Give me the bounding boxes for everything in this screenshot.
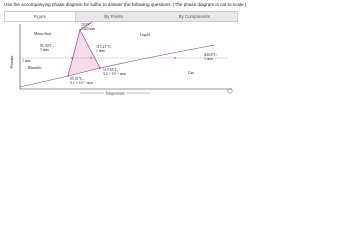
point [174,57,176,59]
point-label: 115.18°C, [103,68,118,73]
tab-bar: Figure By Points By Components [4,11,238,22]
monoclinic-region [68,30,100,76]
point-label: 1 atm [40,48,49,52]
point-label: 95.39°C, [40,44,54,49]
zoom-icon[interactable] [227,88,233,94]
region-label: Liquid [140,33,150,37]
instructions: Use the accompanying phase diagram for s… [4,2,247,7]
point-label: 115.21°C, [96,45,111,50]
point-label: 5.1 × 10⁻⁶ atm [70,81,93,85]
point [99,67,101,69]
point [71,57,73,59]
x-axis-label: Temperature [105,91,124,95]
point-label: 1 atm [96,49,105,53]
point [79,29,81,31]
region-label: Monoclinic [34,32,52,36]
tab[interactable]: Figure [5,12,76,21]
region-label: Rhombic [28,66,42,70]
point-label: 153°C, [81,23,92,28]
point-label: 1420 atm [81,27,95,31]
point [67,75,69,77]
y-axis-label: Pressure [10,55,14,68]
tab[interactable]: By Points [104,14,123,19]
point-label: 1 atm [204,57,213,61]
points [67,29,176,77]
page: Use the accompanying phase diagram for s… [0,0,350,97]
phase-diagram: 153°C, 1420 atm 95.39°C, 1 atm 115.21°C,… [10,21,233,95]
point [90,57,92,59]
point-label: 95.31°C, [70,77,84,82]
tab[interactable]: By Components [178,14,210,19]
curve [19,44,216,88]
region-label: Gas [188,71,194,75]
point-label: 444.6°C, [204,53,218,58]
one-atm-label: 1 atm [22,59,31,63]
point-label: 3.2 × 10⁻⁵ atm [103,72,126,76]
